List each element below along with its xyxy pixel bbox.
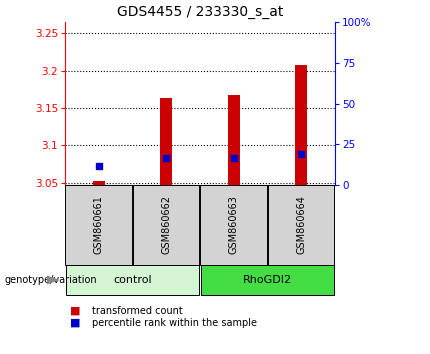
Text: control: control [113, 275, 152, 285]
Bar [160, 98, 172, 185]
Text: GDS4455 / 233330_s_at: GDS4455 / 233330_s_at [117, 5, 283, 19]
Bar [227, 95, 240, 185]
Text: ■: ■ [70, 318, 80, 328]
Text: GSM860663: GSM860663 [229, 195, 239, 255]
Text: genotype/variation: genotype/variation [4, 275, 97, 285]
Text: ■: ■ [70, 306, 80, 316]
Text: RhoGDI2: RhoGDI2 [243, 275, 292, 285]
Bar [295, 65, 307, 185]
Text: GSM860661: GSM860661 [94, 195, 104, 255]
Text: transformed count: transformed count [92, 306, 182, 316]
Text: GSM860664: GSM860664 [296, 195, 306, 255]
Bar [93, 181, 105, 185]
Text: percentile rank within the sample: percentile rank within the sample [92, 318, 257, 328]
Text: GSM860662: GSM860662 [161, 195, 171, 255]
